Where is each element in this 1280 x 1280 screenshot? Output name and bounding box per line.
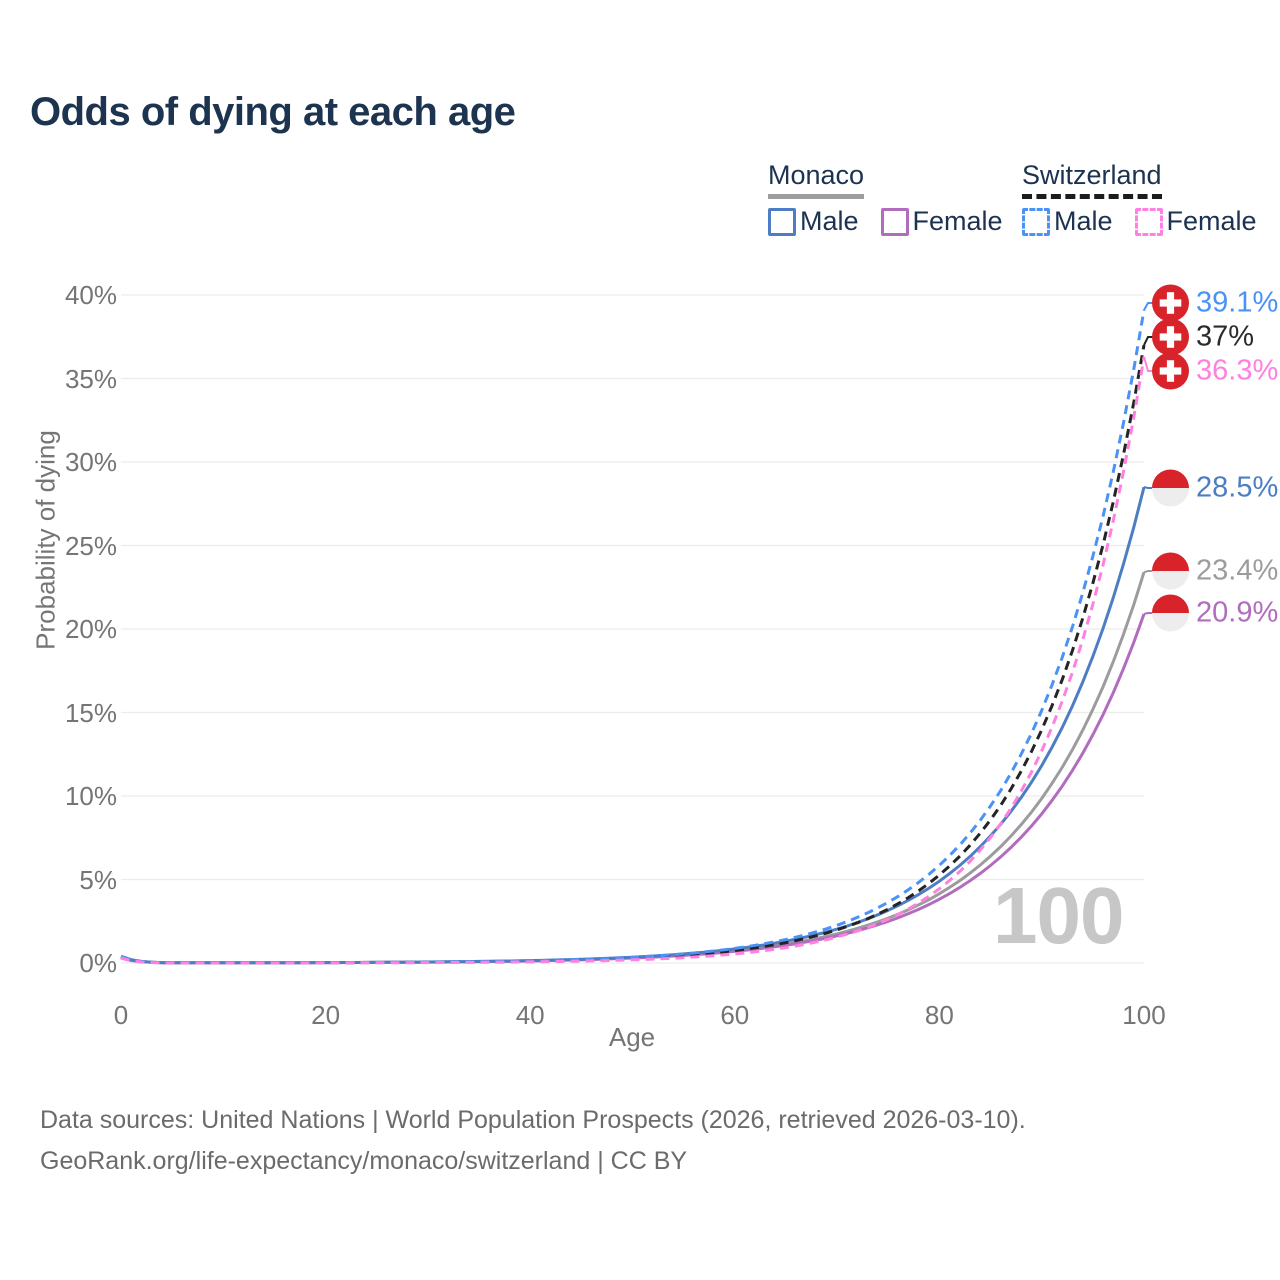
age-watermark: 100 [993,871,1124,960]
attribution-line: GeoRank.org/life-expectancy/monaco/switz… [40,1147,688,1175]
series-line-monaco-male [120,486,1146,965]
end-label-switzerland-both-sexes: 37% [1152,318,1255,356]
end-label-monaco-female: 20.9% [1152,594,1279,632]
end-label-value: 20.9% [1196,596,1279,629]
x-tick-100: 100 [1122,1000,1166,1030]
legend-group-switzerland: Switzerland Male Female [1022,160,1257,237]
monaco-flag-icon [1152,552,1189,590]
series-line-switzerland-both-sexes [120,344,1146,965]
switzerland-flag-icon [1152,284,1189,322]
y-tick-40%: 40% [64,280,117,310]
monaco-flag-icon [1152,469,1189,507]
end-label-monaco-both-sexes: 23.4% [1152,552,1279,590]
legend-item-monaco-female[interactable]: Female [880,206,1003,237]
x-axis-title: Age [608,1022,656,1052]
legend-item-switzerland-male[interactable]: Male [1022,206,1113,237]
legend-item-label: Male [1054,206,1113,237]
legend-swatch-icon [1134,207,1163,236]
end-label-value: 28.5% [1196,471,1279,504]
legend-swatch-icon [768,207,796,236]
legend-item-switzerland-female[interactable]: Female [1134,206,1257,237]
x-tick-80: 80 [924,1000,954,1030]
legend-item-monaco-male[interactable]: Male [768,206,859,237]
series-line-switzerland-female [120,356,1146,965]
switzerland-flag-icon [1152,352,1189,390]
y-tick-5%: 5% [79,864,117,895]
series-line-monaco-both-sexes [120,571,1146,965]
footer: Data sources: United Nations | World Pop… [40,1100,1026,1182]
series-line-monaco-female [120,613,1146,965]
x-tick-0: 0 [113,1000,129,1030]
switzerland-flag-icon [1152,318,1189,356]
legend-item-label: Male [800,206,859,237]
y-tick-15%: 15% [64,697,117,728]
y-axis-title: Probability of dying [30,430,61,650]
end-label-value: 39.1% [1196,286,1279,319]
end-label-monaco-male: 28.5% [1152,469,1279,507]
page-title: Odds of dying at each age [30,90,516,134]
y-tick-20%: 20% [64,614,117,644]
x-tick-20: 20 [311,1000,341,1030]
legend-item-label: Female [1166,206,1257,237]
y-tick-25%: 25% [64,530,117,561]
data-sources-line: Data sources: United Nations | World Pop… [40,1106,1026,1134]
y-tick-0%: 0% [79,948,117,978]
x-tick-40: 40 [515,1000,545,1030]
end-label-value: 23.4% [1196,554,1279,587]
end-label-switzerland-male: 39.1% [1152,284,1279,322]
legend-group-title: Monaco [768,160,865,200]
monaco-flag-icon [1152,594,1189,632]
legend-swatch-icon [1022,207,1050,236]
y-tick-30%: 30% [64,447,117,477]
x-tick-60: 60 [720,1000,750,1030]
end-label-value: 36.3% [1196,354,1279,387]
legend-swatch-icon [880,207,909,236]
end-label-value: 37% [1196,320,1255,353]
legend-group-monaco: Monaco Male Female [768,160,1003,237]
legend-group-title: Switzerland [1022,160,1162,200]
y-tick-10%: 10% [64,781,117,811]
y-tick-35%: 35% [64,363,117,394]
end-label-switzerland-female: 36.3% [1152,352,1279,390]
legend-item-label: Female [912,206,1003,237]
